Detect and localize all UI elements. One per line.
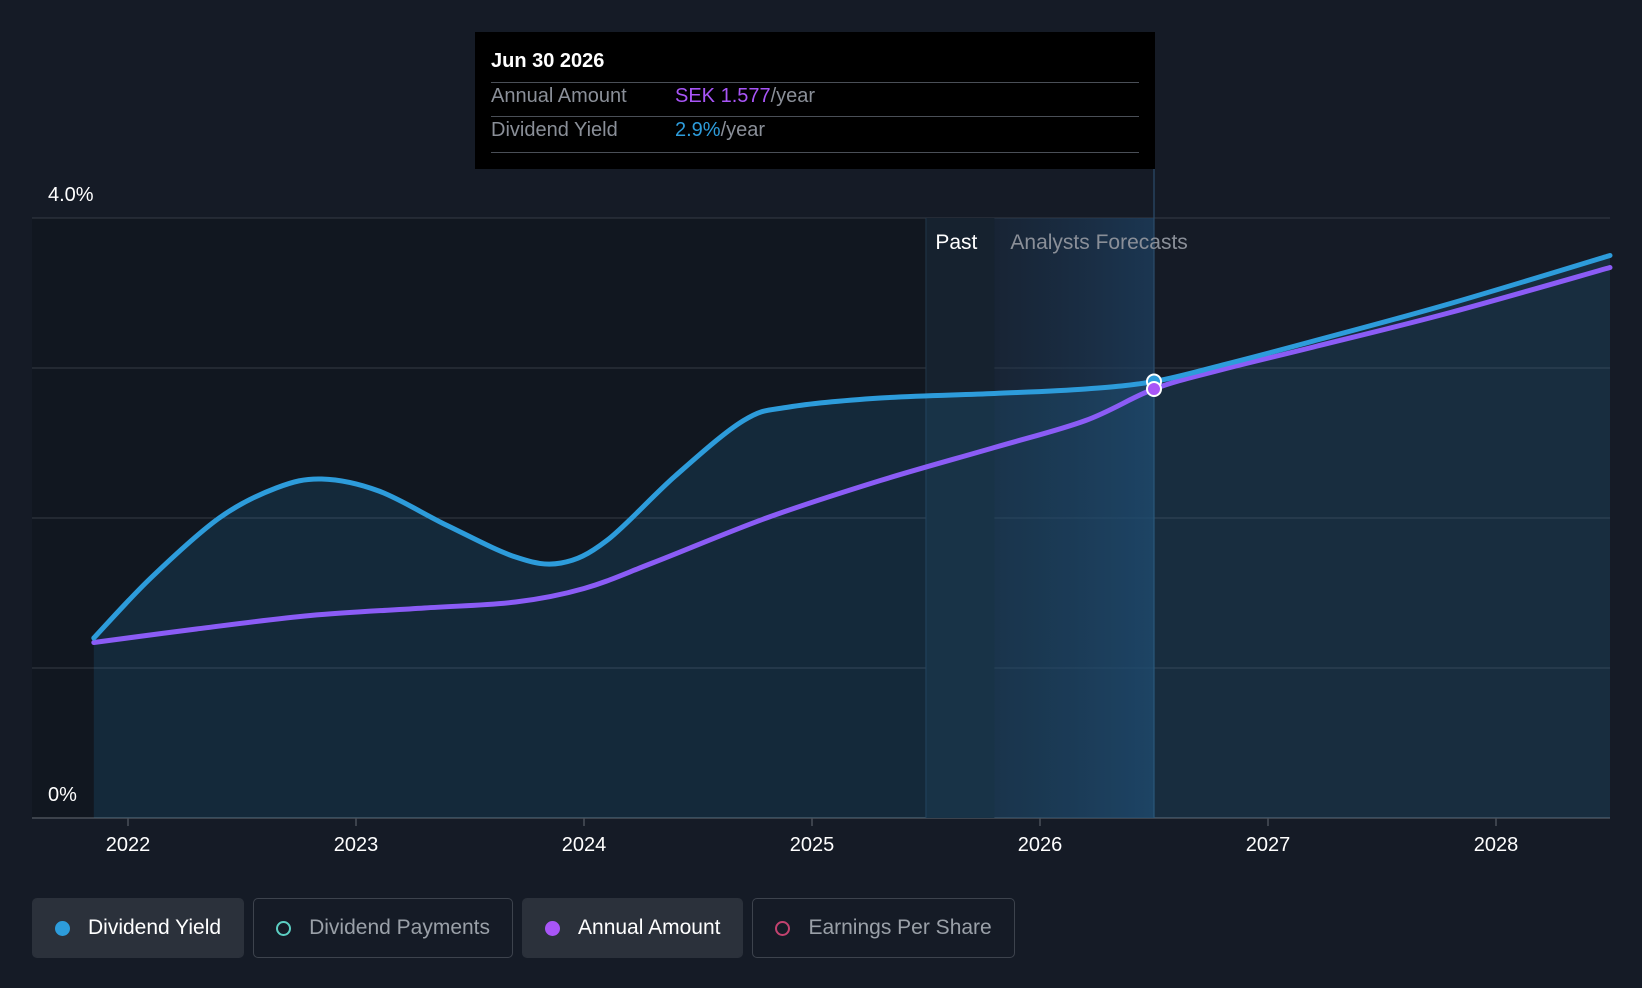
tooltip-label: Annual Amount (491, 85, 627, 107)
y-tick-label: 4.0% (48, 184, 94, 206)
annual-amount-line (91, 265, 1613, 645)
legend-dividend-yield-button[interactable]: Dividend Yield (32, 898, 245, 958)
tooltip-divider (491, 116, 1139, 117)
legend-earnings-per-share-button[interactable]: Earnings Per Share (752, 898, 1015, 958)
tooltip-label: Dividend Yield (491, 119, 618, 141)
tooltip-value: 2.9% (675, 119, 721, 141)
x-tick-label: 2027 (1246, 834, 1291, 856)
tooltip-value: SEK 1.577 (675, 85, 771, 107)
tooltip-divider (491, 152, 1139, 153)
forecast-label: Analysts Forecasts (1010, 231, 1187, 254)
past-highlight-band (926, 218, 995, 818)
filled-dot-icon (545, 920, 561, 936)
tooltip-row-annual-amount: Annual Amount SEK 1.577/year (491, 85, 815, 108)
legend-label: Dividend Yield (88, 916, 222, 939)
legend-label: Earnings Per Share (808, 916, 992, 939)
tooltip-unit: /year (720, 119, 766, 141)
legend-annual-amount-button[interactable]: Annual Amount (522, 898, 744, 958)
annual-amount-marker (1146, 381, 1162, 397)
legend-label: Dividend Payments (309, 916, 491, 939)
hollow-dot-icon (276, 920, 292, 936)
x-tick-label: 2025 (790, 834, 835, 856)
dividend-yield-area (93, 255, 1610, 818)
hollow-dot-icon (775, 920, 791, 936)
x-tick-label: 2023 (334, 834, 379, 856)
y-tick-label: 0% (48, 784, 77, 806)
filled-dot-icon (55, 920, 70, 936)
tooltip-unit: /year (770, 85, 816, 107)
x-tick-label: 2026 (1018, 834, 1063, 856)
tooltip-date: Jun 30 2026 (491, 50, 605, 72)
x-tick-label: 2028 (1474, 834, 1519, 856)
tooltip: Jun 30 2026 Annual Amount SEK 1.577/year … (475, 32, 1155, 169)
legend: Dividend Yield Dividend Payments Annual … (32, 898, 1015, 958)
dividend-yield-line (91, 253, 1613, 641)
tooltip-row-dividend-yield: Dividend Yield 2.9%/year (491, 119, 765, 142)
x-tick-label: 2024 (562, 834, 607, 856)
x-tick-label: 2022 (106, 834, 151, 856)
tooltip-divider (491, 82, 1139, 83)
forecast-highlight-band (994, 218, 1154, 818)
legend-dividend-payments-button[interactable]: Dividend Payments (253, 898, 514, 958)
past-label: Past (935, 231, 977, 254)
legend-label: Annual Amount (578, 916, 721, 939)
